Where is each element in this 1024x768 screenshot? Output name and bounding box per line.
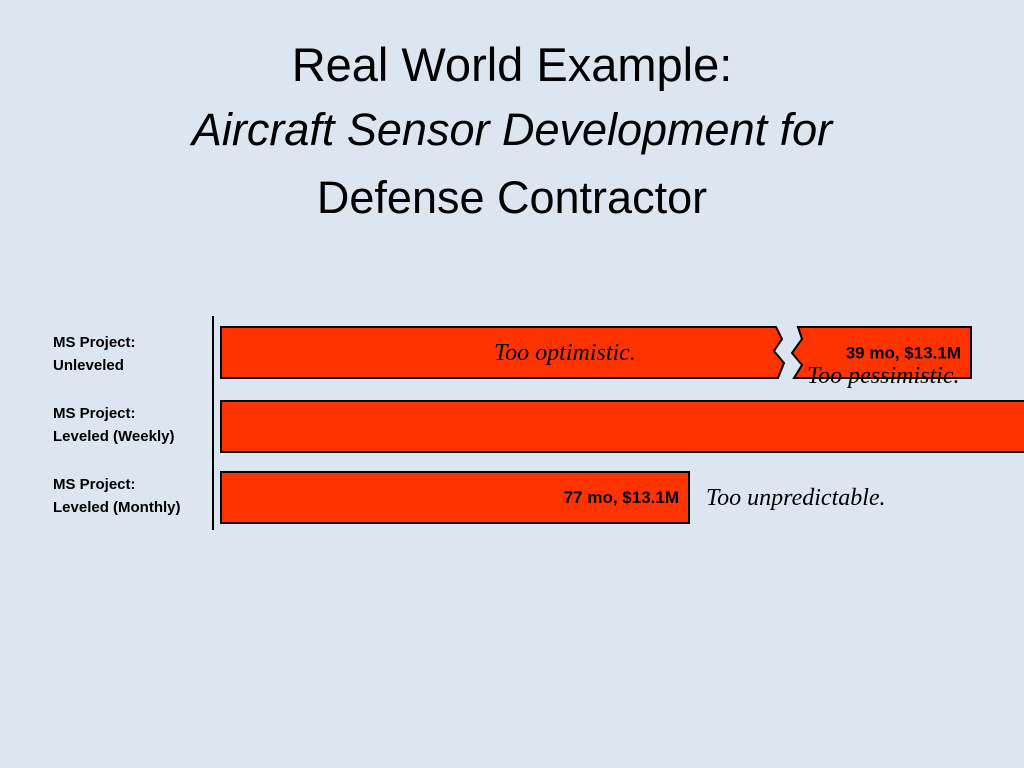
category-label-line: MS Project: bbox=[53, 334, 136, 351]
annotation-too-pessimistic: Too pessimistic. bbox=[807, 363, 960, 389]
category-label-line: MS Project: bbox=[53, 476, 136, 493]
category-label-weekly: MS Project: Leveled (Weekly) bbox=[53, 402, 213, 448]
category-label-unleveled: MS Project: Unleveled bbox=[53, 331, 213, 377]
category-label-line: Unleveled bbox=[53, 357, 124, 374]
category-label-line: Leveled (Weekly) bbox=[53, 428, 175, 445]
title-line-1: Real World Example: bbox=[291, 38, 733, 91]
bar-leveled-monthly bbox=[220, 471, 690, 524]
annotation-too-unpredictable: Too unpredictable. bbox=[706, 485, 886, 511]
category-label-monthly: MS Project: Leveled (Monthly) bbox=[53, 473, 213, 519]
bar-leveled-monthly bbox=[220, 400, 1024, 453]
title-line-3: Defense Contractor bbox=[316, 172, 708, 223]
slide-title: Real World Example: Aircraft Sensor Deve… bbox=[0, 34, 1024, 232]
data-label-leveled-weekly: 39 mo, $13.1M bbox=[846, 344, 961, 363]
annotation-too-optimistic: Too optimistic. bbox=[494, 340, 636, 366]
category-label-line: MS Project: bbox=[53, 405, 136, 422]
category-label-line: Leveled (Monthly) bbox=[53, 499, 181, 516]
data-label-leveled-monthly: 77 mo, $13.1M bbox=[564, 488, 679, 507]
bar-unleveled-weekly-segment-1 bbox=[220, 326, 786, 379]
bar-leveled-weekly-segment-2 bbox=[790, 326, 972, 379]
title-line-2: Aircraft Sensor Development for bbox=[191, 104, 833, 155]
